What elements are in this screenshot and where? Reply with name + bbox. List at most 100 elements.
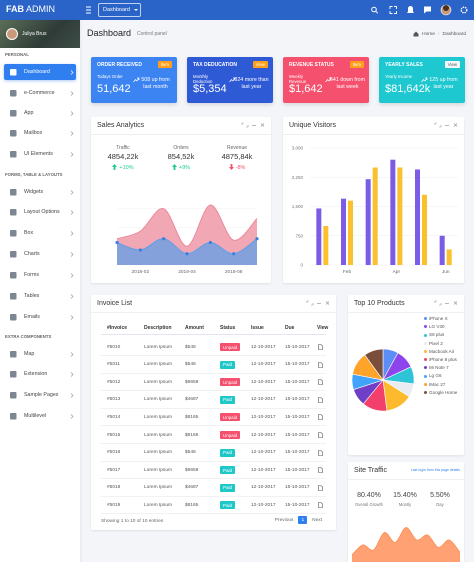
legend-item: S8 plus bbox=[424, 332, 462, 338]
legend-label: Pixel 2 bbox=[429, 340, 443, 346]
view-icon[interactable] bbox=[318, 379, 323, 385]
card-badge[interactable]: View bbox=[252, 61, 268, 68]
view-icon[interactable] bbox=[318, 432, 323, 438]
panel-tools[interactable] bbox=[434, 300, 460, 307]
column-header[interactable]: #Invoice bbox=[107, 325, 128, 331]
nav-item[interactable]: App bbox=[4, 105, 76, 121]
nav-label: Emails bbox=[24, 314, 40, 320]
column-header[interactable]: Description bbox=[144, 325, 172, 331]
page-button[interactable]: Previous bbox=[274, 517, 294, 523]
nav-item[interactable]: Tables bbox=[4, 288, 76, 304]
bar bbox=[341, 198, 346, 265]
view-icon[interactable] bbox=[318, 414, 323, 421]
avatar-hair bbox=[443, 5, 449, 11]
row-divider bbox=[101, 372, 326, 374]
change-arrow-shape bbox=[112, 164, 118, 170]
bar bbox=[316, 208, 322, 265]
nav-item[interactable]: Emails bbox=[4, 309, 76, 325]
bar bbox=[348, 200, 353, 265]
panel-divider bbox=[91, 312, 336, 313]
change-value: +10% bbox=[119, 165, 134, 171]
nav-item[interactable]: UI Elements bbox=[4, 146, 76, 162]
dropdown-button[interactable]: Dashboard bbox=[98, 3, 141, 17]
nav-item[interactable]: Forms bbox=[4, 267, 76, 283]
area-line bbox=[351, 527, 461, 556]
view-icon[interactable] bbox=[318, 484, 323, 491]
view-icon[interactable] bbox=[318, 502, 323, 509]
nav-item[interactable]: Charts bbox=[4, 246, 76, 262]
change-arrow bbox=[171, 164, 177, 170]
brand[interactable]: FAB ADMIN bbox=[6, 4, 55, 14]
expand-tool[interactable] bbox=[241, 122, 249, 128]
page-button[interactable]: 1 bbox=[298, 516, 308, 524]
column-header[interactable]: Amount bbox=[185, 325, 204, 331]
breadcrumb-item[interactable]: Dashboard bbox=[442, 31, 466, 37]
nav-chevron bbox=[70, 371, 74, 377]
panel-tools[interactable] bbox=[241, 122, 267, 129]
legend-label: Google Home bbox=[429, 389, 458, 395]
card-badge[interactable]: Item bbox=[157, 61, 172, 68]
column-header[interactable]: Issue bbox=[251, 325, 264, 331]
row-divider bbox=[101, 425, 326, 427]
expand-tool[interactable] bbox=[306, 300, 314, 306]
nav-item[interactable]: e-Commerce bbox=[4, 85, 76, 101]
status-badge: Paid bbox=[220, 466, 236, 475]
close-tool[interactable] bbox=[453, 123, 458, 127]
view-icon[interactable] bbox=[318, 467, 323, 473]
menu-icon[interactable] bbox=[86, 6, 91, 14]
nav-item[interactable]: Sample Pages bbox=[4, 387, 76, 403]
card-note: 508 up from last month bbox=[141, 77, 170, 90]
expand-tool[interactable] bbox=[434, 300, 442, 306]
panel-divider bbox=[348, 479, 464, 480]
settings-icon[interactable] bbox=[460, 6, 468, 14]
fullscreen-icon[interactable] bbox=[389, 6, 397, 14]
view-icon[interactable] bbox=[318, 396, 323, 403]
nav-item[interactable]: Widgets bbox=[4, 184, 76, 200]
sidebar: Juliya Brus PERSONAL Dashboard e-Commerce Ap… bbox=[0, 20, 80, 562]
status-badge: Unpaid bbox=[220, 343, 241, 351]
nav-item[interactable]: Mailbox bbox=[4, 125, 76, 141]
panel-tools[interactable] bbox=[306, 300, 332, 307]
view-icon[interactable] bbox=[318, 344, 323, 350]
close-tool[interactable] bbox=[453, 301, 458, 305]
nav-item[interactable]: Layout Options bbox=[4, 204, 76, 220]
user-name[interactable]: Juliya Brus bbox=[22, 31, 47, 37]
close-tool[interactable] bbox=[325, 301, 330, 305]
table-cell: #5017 bbox=[107, 467, 121, 473]
stat-label: Traffic bbox=[116, 145, 130, 151]
status-badge: Unpaid bbox=[220, 378, 241, 387]
nav-chevron-shape bbox=[70, 110, 74, 116]
nav-item[interactable]: Multilevel bbox=[4, 408, 76, 424]
view-icon[interactable] bbox=[318, 449, 323, 456]
column-header[interactable]: View bbox=[317, 325, 329, 331]
nav-item[interactable]: Extension bbox=[4, 366, 76, 382]
nav-item[interactable]: Dashboard bbox=[4, 64, 76, 80]
card-value: $5,354 bbox=[193, 83, 227, 95]
bell-icon[interactable] bbox=[407, 6, 414, 13]
close-tool[interactable] bbox=[260, 123, 265, 127]
nav-item[interactable]: Map bbox=[4, 346, 76, 362]
trend-icon bbox=[133, 77, 140, 83]
table-cell: #5019 bbox=[107, 502, 121, 508]
search-icon[interactable] bbox=[371, 6, 377, 13]
card-badge[interactable]: View bbox=[444, 61, 460, 68]
point bbox=[138, 248, 142, 252]
page-button[interactable]: Next bbox=[312, 517, 322, 523]
bar bbox=[397, 167, 403, 265]
panel-title: Unique Visitors bbox=[289, 122, 336, 129]
nav-chevron bbox=[70, 230, 74, 236]
nav-item[interactable]: Box bbox=[4, 225, 76, 241]
breadcrumb-item[interactable]: Home bbox=[422, 31, 435, 37]
chat-icon[interactable] bbox=[424, 6, 431, 14]
nav-label: Map bbox=[24, 351, 35, 357]
column-header[interactable]: Status bbox=[220, 325, 236, 331]
table-cell: $548 bbox=[185, 362, 196, 368]
column-header[interactable]: Due bbox=[285, 325, 295, 331]
table-cell: 15-10-2017 bbox=[285, 379, 310, 385]
view-icon[interactable] bbox=[318, 361, 323, 368]
expand-tool[interactable] bbox=[434, 122, 442, 128]
panel-tools[interactable] bbox=[434, 122, 460, 129]
traffic-link[interactable]: Last login from this page details bbox=[410, 468, 460, 472]
nav-chevron bbox=[70, 90, 74, 96]
card-badge[interactable]: Item bbox=[349, 61, 364, 68]
